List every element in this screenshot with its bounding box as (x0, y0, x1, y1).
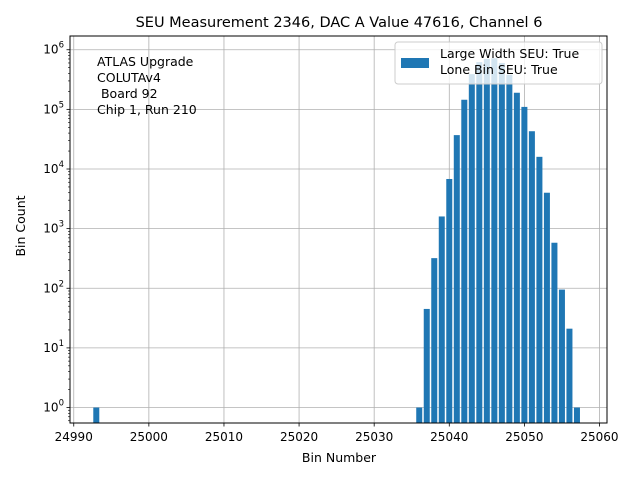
plot-frame (69, 35, 608, 424)
annotation-line: ATLAS Upgrade (97, 54, 194, 69)
histogram-bar (476, 62, 483, 423)
histogram-bar (453, 135, 460, 423)
histogram-bar (483, 58, 490, 424)
bar-series (93, 58, 580, 424)
histogram-bar (498, 62, 505, 423)
x-tick-label: 25000 (130, 430, 168, 444)
histogram-bar (468, 74, 475, 424)
x-tick-label: 25060 (580, 430, 618, 444)
histogram-bar (461, 99, 468, 424)
annotation-line: Chip 1, Run 210 (97, 102, 197, 117)
chart-title: SEU Measurement 2346, DAC A Value 47616,… (136, 15, 543, 31)
y-tick-label: 105 (43, 100, 64, 116)
x-tick-label: 25030 (355, 430, 393, 444)
y-tick-label: 104 (43, 160, 64, 176)
histogram-bar (431, 258, 438, 423)
x-axis: 24990 25000 25010 25020 25030 25040 25050 25060 (55, 423, 619, 444)
histogram-bar (543, 192, 550, 423)
y-tick-label: 100 (43, 399, 64, 415)
histogram-bar (491, 58, 498, 423)
y-tick-label: 101 (43, 339, 64, 355)
x-tick-label: 25050 (505, 430, 543, 444)
histogram-bar (558, 289, 565, 423)
legend-box (394, 41, 603, 85)
histogram-bar (566, 328, 573, 423)
y-tick-label: 102 (43, 279, 64, 295)
y-tick-label: 103 (43, 220, 64, 236)
histogram-bar (446, 178, 453, 423)
histogram-bar (551, 242, 558, 423)
histogram-bar (573, 407, 580, 423)
legend-entry: Large Width SEU: True (440, 46, 579, 61)
histogram-bar (513, 92, 520, 424)
histogram-bar (438, 216, 445, 423)
x-axis-label: Bin Number (302, 450, 377, 465)
legend-swatch (401, 58, 429, 68)
x-tick-label: 24990 (55, 430, 93, 444)
x-tick-label: 25010 (205, 430, 243, 444)
x-tick-label: 25040 (430, 430, 468, 444)
y-tick-label: 106 (43, 41, 64, 57)
annotation-line: Board 92 (97, 86, 158, 101)
histogram-bar (528, 131, 535, 424)
y-axis: 100 101 102 103 104 105 106 (43, 41, 70, 422)
y-axis-label: Bin Count (13, 195, 28, 256)
x-tick-label: 25020 (280, 430, 318, 444)
annotation-line: COLUTAv4 (97, 70, 161, 85)
histogram-bar (506, 74, 513, 423)
histogram-bar (416, 407, 423, 423)
legend-entry: Lone Bin SEU: True (440, 62, 558, 77)
histogram-bar (93, 407, 100, 423)
histogram-bar (536, 156, 543, 423)
histogram-bar (423, 308, 430, 423)
histogram-bar (521, 106, 528, 424)
